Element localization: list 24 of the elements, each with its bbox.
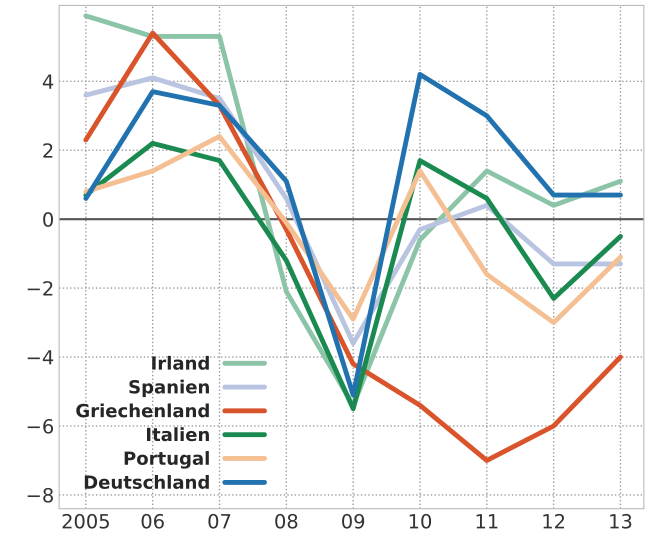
y-tick-label: −2 — [28, 281, 52, 296]
x-tick-label: 12 — [543, 514, 564, 528]
x-tick-label: 13 — [610, 514, 632, 529]
legend-label: Italien — [146, 427, 209, 442]
y-tick-label: −6 — [28, 418, 54, 434]
legend-label: Spanien — [129, 380, 209, 398]
x-tick-label: 07 — [208, 514, 230, 529]
x-tick-label: 09 — [342, 514, 364, 529]
x-tick-label: 10 — [410, 514, 432, 529]
y-tick-label: 0 — [43, 212, 53, 227]
legend-label: Griechenland — [76, 403, 209, 418]
legend-label: Portugal — [124, 451, 209, 469]
line-series — [83, 72, 623, 398]
x-tick-label: 2005 — [62, 514, 109, 529]
legend-label: Irland — [152, 356, 209, 370]
line-series — [83, 134, 623, 326]
y-tick-label: 2 — [43, 143, 52, 158]
legend-label: Deutschland — [84, 474, 209, 489]
x-tick-label: 08 — [275, 514, 298, 529]
x-tick-label: 11 — [476, 514, 498, 528]
x-tick-label: 06 — [142, 514, 164, 529]
y-tick-label: −4 — [28, 350, 54, 364]
y-tick-label: −8 — [28, 488, 53, 503]
y-tick-label: 4 — [42, 74, 54, 89]
